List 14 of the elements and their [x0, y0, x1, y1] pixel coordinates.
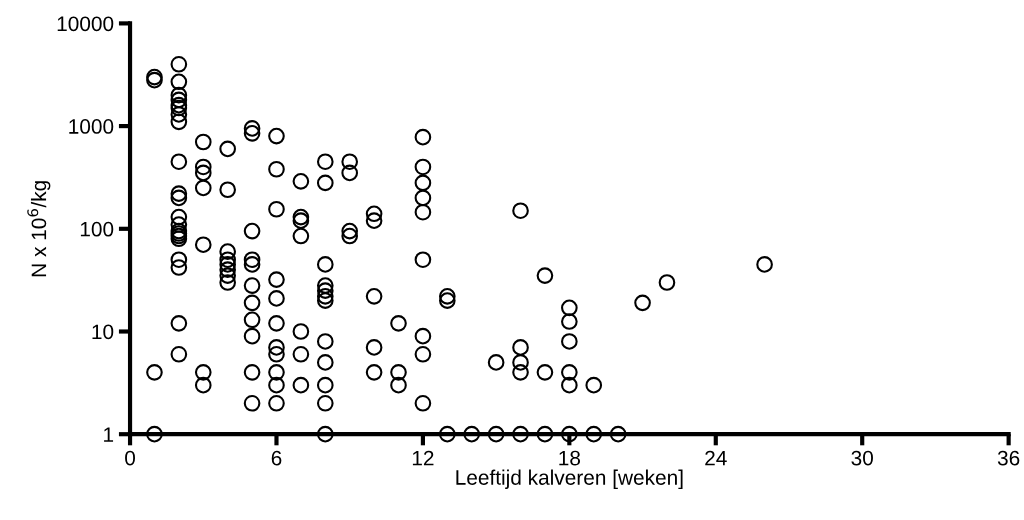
y-axis-title: N x 10$^{6}$/kg: [27, 181, 51, 277]
y-tick-label: 1: [104, 427, 114, 442]
x-tick-label: 0: [125, 450, 136, 466]
y-tick-label: 1000: [69, 119, 114, 134]
y-tick-label: 10000: [57, 16, 114, 32]
x-tick-label: 12: [412, 450, 434, 466]
x-tick-label: 6: [271, 450, 282, 466]
x-tick-label: 30: [851, 450, 873, 466]
x-tick-label: 24: [705, 450, 727, 466]
x-axis-title: Leeftijd kalveren [weken]: [456, 469, 683, 490]
y-tick-label: 100: [80, 221, 114, 237]
y-tick-label: 10: [92, 324, 114, 340]
x-tick-label: 36: [997, 450, 1020, 466]
x-tick-label: 18: [559, 450, 581, 466]
